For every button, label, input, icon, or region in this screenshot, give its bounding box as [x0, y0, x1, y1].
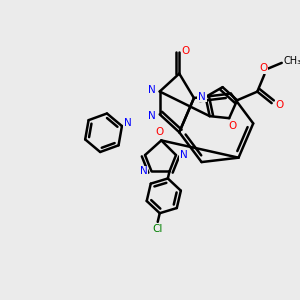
Text: O: O [182, 46, 190, 56]
Text: O: O [156, 128, 164, 137]
Text: O: O [259, 63, 267, 73]
Text: N: N [180, 150, 188, 160]
Text: N: N [148, 85, 155, 95]
Text: O: O [276, 100, 284, 110]
Text: Cl: Cl [152, 224, 163, 234]
Text: N: N [124, 118, 132, 128]
Text: O: O [228, 121, 236, 131]
Text: CH₃: CH₃ [284, 56, 300, 66]
Text: N: N [148, 111, 155, 121]
Text: N: N [198, 92, 206, 102]
Text: N: N [140, 167, 147, 176]
